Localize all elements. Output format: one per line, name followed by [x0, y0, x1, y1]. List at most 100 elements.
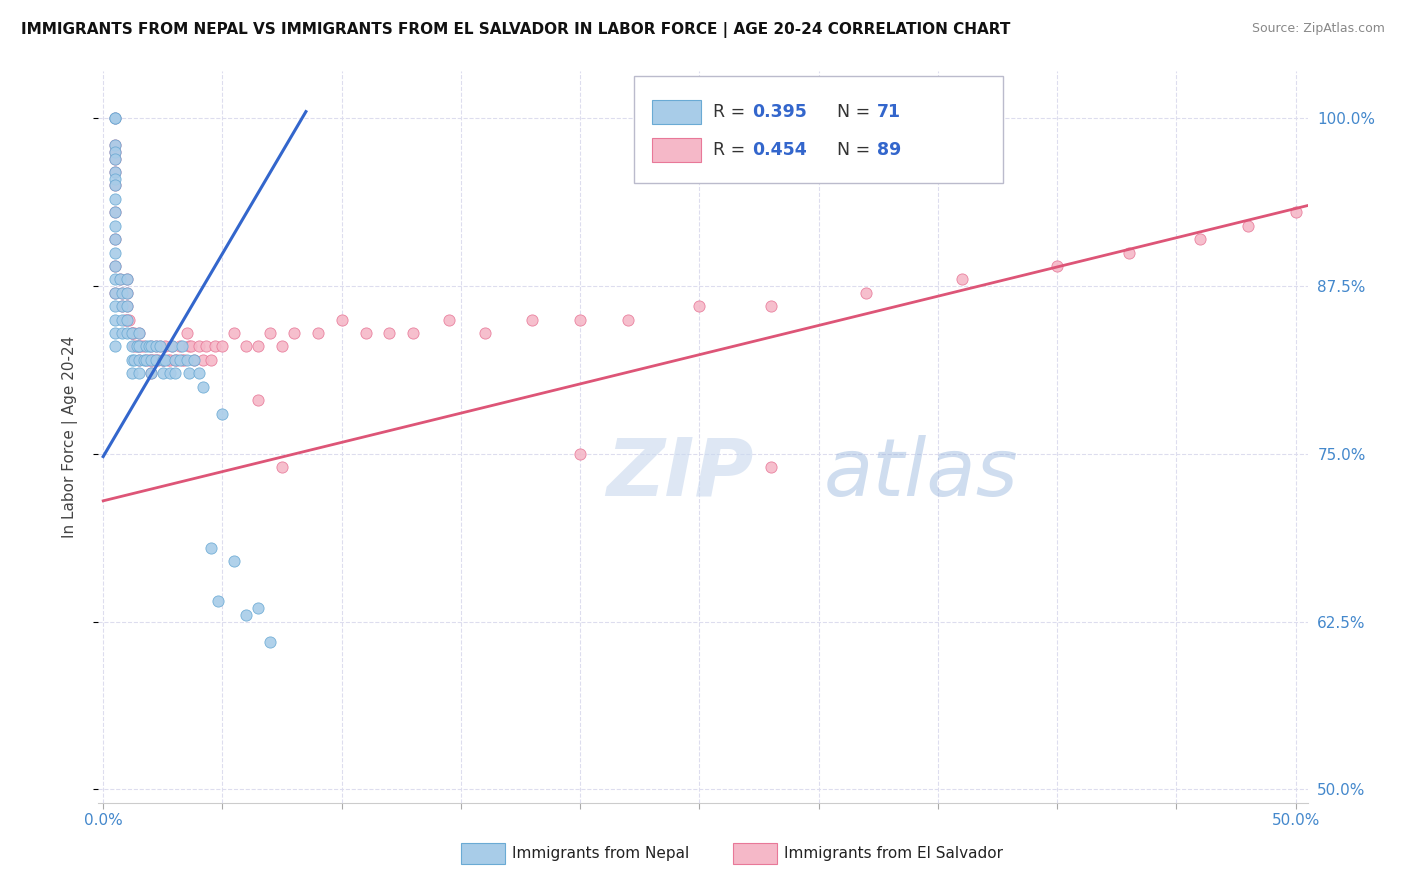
Point — [122, 339, 145, 353]
Point — [163, 352, 186, 367]
Point — [139, 352, 162, 367]
Point — [115, 272, 138, 286]
Text: IMMIGRANTS FROM NEPAL VS IMMIGRANTS FROM EL SALVADOR IN LABOR FORCE | AGE 20-24 : IMMIGRANTS FROM NEPAL VS IMMIGRANTS FROM… — [21, 22, 1011, 38]
Point — [146, 352, 169, 367]
Point — [104, 152, 127, 166]
Point — [128, 326, 150, 340]
Text: R =: R = — [713, 103, 751, 121]
Text: Source: ZipAtlas.com: Source: ZipAtlas.com — [1251, 22, 1385, 36]
Point — [104, 312, 127, 326]
Point — [128, 339, 150, 353]
Point — [122, 352, 145, 367]
Point — [104, 285, 127, 300]
Point — [170, 339, 193, 353]
Point — [247, 601, 270, 615]
Point — [183, 352, 205, 367]
Point — [688, 299, 710, 313]
FancyBboxPatch shape — [634, 77, 1002, 183]
Text: 71: 71 — [877, 103, 901, 121]
Point — [115, 299, 138, 313]
Point — [187, 339, 209, 353]
Point — [135, 352, 157, 367]
Point — [330, 312, 353, 326]
Point — [163, 352, 186, 367]
Point — [111, 299, 134, 313]
Point — [104, 245, 127, 260]
Point — [104, 205, 127, 219]
Point — [104, 326, 127, 340]
Point — [224, 554, 246, 568]
Text: Immigrants from Nepal: Immigrants from Nepal — [512, 846, 689, 861]
Point — [104, 339, 127, 353]
Point — [115, 299, 138, 313]
Point — [138, 339, 160, 353]
Point — [115, 285, 138, 300]
Point — [163, 367, 186, 381]
Point — [855, 285, 877, 300]
Point — [104, 138, 127, 153]
Point — [193, 352, 215, 367]
Point — [176, 352, 198, 367]
Point — [152, 352, 174, 367]
Y-axis label: In Labor Force | Age 20-24: In Labor Force | Age 20-24 — [62, 336, 77, 538]
Point — [104, 165, 127, 179]
Point — [139, 367, 162, 381]
Point — [156, 352, 179, 367]
Point — [259, 326, 281, 340]
Point — [378, 326, 401, 340]
Text: 89: 89 — [877, 141, 901, 160]
Point — [235, 607, 257, 622]
Point — [125, 339, 148, 353]
Point — [145, 339, 167, 353]
Point — [271, 339, 294, 353]
Point — [104, 219, 127, 233]
Point — [1237, 219, 1260, 233]
Point — [142, 352, 165, 367]
Point — [194, 339, 217, 353]
Point — [145, 352, 167, 367]
Point — [177, 367, 200, 381]
Point — [224, 326, 246, 340]
Text: ZIP: ZIP — [606, 434, 754, 513]
Text: N =: N = — [837, 103, 876, 121]
Point — [152, 352, 174, 367]
Point — [183, 352, 205, 367]
Point — [259, 634, 281, 648]
Point — [1118, 245, 1140, 260]
Point — [122, 326, 145, 340]
Point — [193, 380, 215, 394]
Point — [166, 352, 188, 367]
Point — [187, 367, 209, 381]
Point — [108, 272, 131, 286]
Point — [128, 352, 150, 367]
Text: Immigrants from El Salvador: Immigrants from El Salvador — [785, 846, 1002, 861]
Point — [207, 594, 229, 608]
Point — [522, 312, 544, 326]
Point — [235, 339, 257, 353]
Point — [104, 285, 127, 300]
Point — [211, 407, 233, 421]
Point — [104, 232, 127, 246]
Point — [104, 178, 127, 193]
Point — [200, 541, 222, 555]
Point — [104, 178, 127, 193]
FancyBboxPatch shape — [652, 138, 700, 162]
Point — [104, 112, 127, 126]
Point — [135, 352, 157, 367]
Point — [162, 339, 184, 353]
Point — [115, 312, 138, 326]
Point — [104, 205, 127, 219]
Point — [132, 352, 155, 367]
Point — [307, 326, 329, 340]
Point — [138, 352, 160, 367]
Point — [170, 352, 193, 367]
Point — [247, 393, 270, 408]
Point — [115, 272, 138, 286]
Point — [169, 352, 191, 367]
Text: R =: R = — [713, 141, 751, 160]
Point — [104, 165, 127, 179]
Point — [149, 339, 172, 353]
Point — [121, 367, 143, 381]
Point — [114, 312, 136, 326]
Point — [111, 285, 134, 300]
